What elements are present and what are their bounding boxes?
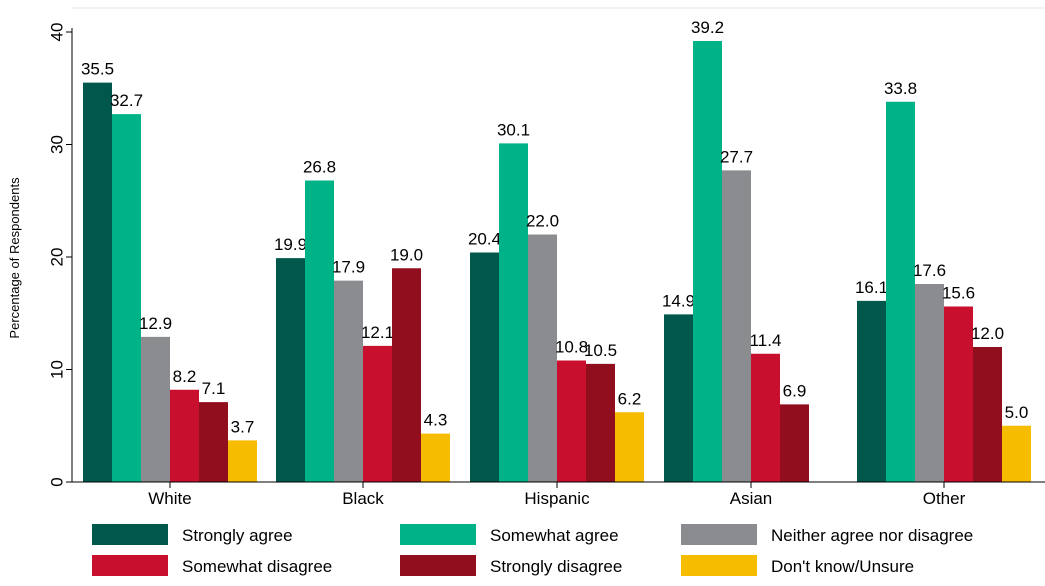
- bar: [276, 258, 305, 482]
- bar: [722, 170, 751, 482]
- legend: Strongly agree Somewhat agree Neither agre…: [92, 524, 973, 576]
- data-label: 17.6: [913, 261, 946, 280]
- legend-item: Don't know/Unsure: [681, 555, 914, 576]
- bar: [973, 347, 1002, 482]
- data-label: 17.9: [332, 258, 365, 277]
- data-label: 33.8: [884, 79, 917, 98]
- data-label: 6.9: [783, 381, 807, 400]
- bar: [751, 353, 780, 482]
- legend-item: Strongly disagree: [400, 555, 622, 576]
- bar: [199, 402, 228, 482]
- x-tick-label: Other: [923, 489, 966, 508]
- legend-swatch: [92, 555, 168, 576]
- bar: [392, 268, 421, 482]
- data-label: 6.2: [618, 389, 642, 408]
- y-axis-title: Percentage of Respondents: [7, 177, 22, 339]
- data-label: 5.0: [1005, 403, 1029, 422]
- bar: [421, 433, 450, 482]
- legend-item: Strongly agree: [92, 524, 293, 545]
- bar: [141, 336, 170, 482]
- bar: [499, 143, 528, 482]
- legend-swatch: [92, 524, 168, 545]
- x-tick-label: Black: [342, 489, 384, 508]
- y-tick-label: 40: [48, 23, 67, 42]
- legend-swatch: [681, 555, 757, 576]
- bar: [915, 284, 944, 482]
- data-label: 12.9: [139, 314, 172, 333]
- x-tick-label: White: [148, 489, 191, 508]
- legend-label: Don't know/Unsure: [771, 557, 914, 576]
- data-label: 26.8: [303, 158, 336, 177]
- bar: [615, 412, 644, 482]
- bar: [363, 345, 392, 482]
- bar: [886, 101, 915, 482]
- bar: [693, 41, 722, 482]
- data-label: 20.4: [468, 230, 501, 249]
- bar: [170, 389, 199, 482]
- y-tick-label: 0: [48, 477, 67, 486]
- bar: [305, 180, 334, 482]
- data-label: 8.2: [173, 367, 197, 386]
- data-label: 22.0: [526, 212, 559, 231]
- data-label: 19.0: [390, 245, 423, 264]
- data-label: 35.5: [81, 60, 114, 79]
- legend-item: Somewhat agree: [400, 524, 619, 545]
- y-tick-label: 20: [48, 248, 67, 267]
- bar: [586, 363, 615, 482]
- data-label: 11.4: [750, 331, 782, 350]
- data-label: 12.0: [971, 324, 1004, 343]
- data-label: 30.1: [497, 120, 530, 139]
- legend-swatch: [400, 555, 476, 576]
- data-label: 4.3: [424, 411, 448, 430]
- data-label: 16.1: [855, 278, 888, 297]
- legend-label: Somewhat agree: [490, 526, 619, 545]
- data-label: 19.9: [274, 235, 307, 254]
- bar: [857, 300, 886, 482]
- data-label: 12.1: [361, 323, 394, 342]
- data-label: 7.1: [202, 379, 226, 398]
- bar: [1002, 425, 1031, 482]
- bar: [664, 314, 693, 482]
- y-axis: 0 10 20 30 40: [48, 23, 73, 487]
- bar: [557, 360, 586, 482]
- legend-label: Neither agree nor disagree: [771, 526, 973, 545]
- legend-swatch: [681, 524, 757, 545]
- data-label: 3.7: [231, 417, 255, 436]
- bar: [528, 234, 557, 482]
- x-tick-label: Asian: [730, 489, 773, 508]
- data-label: 14.9: [662, 291, 695, 310]
- bar: [228, 440, 257, 482]
- bar: [112, 114, 141, 482]
- data-label: 27.7: [720, 147, 753, 166]
- bar: [470, 252, 499, 482]
- bar: [83, 82, 112, 482]
- x-axis: White Black Hispanic Asian Other: [72, 481, 1045, 508]
- x-tick-label: Hispanic: [524, 489, 590, 508]
- bar: [780, 404, 809, 482]
- data-label: 32.7: [110, 91, 143, 110]
- plot-area: 35.5 19.9 20.4 14.9 16.1 32.7 26.8 30.1 39.2 33.8…: [72, 7, 1045, 482]
- y-tick-label: 10: [48, 360, 67, 379]
- legend-label: Somewhat disagree: [182, 557, 332, 576]
- legend-label: Strongly disagree: [490, 557, 622, 576]
- data-label: 10.8: [555, 338, 588, 357]
- data-label: 39.2: [691, 18, 724, 37]
- legend-item: Somewhat disagree: [92, 555, 332, 576]
- y-tick-label: 30: [48, 135, 67, 154]
- bar: [944, 306, 973, 482]
- data-label: 10.5: [584, 341, 617, 360]
- legend-swatch: [400, 524, 476, 545]
- legend-label: Strongly agree: [182, 526, 293, 545]
- bar: [334, 280, 363, 482]
- legend-item: Neither agree nor disagree: [681, 524, 973, 545]
- data-label: 15.6: [942, 284, 975, 303]
